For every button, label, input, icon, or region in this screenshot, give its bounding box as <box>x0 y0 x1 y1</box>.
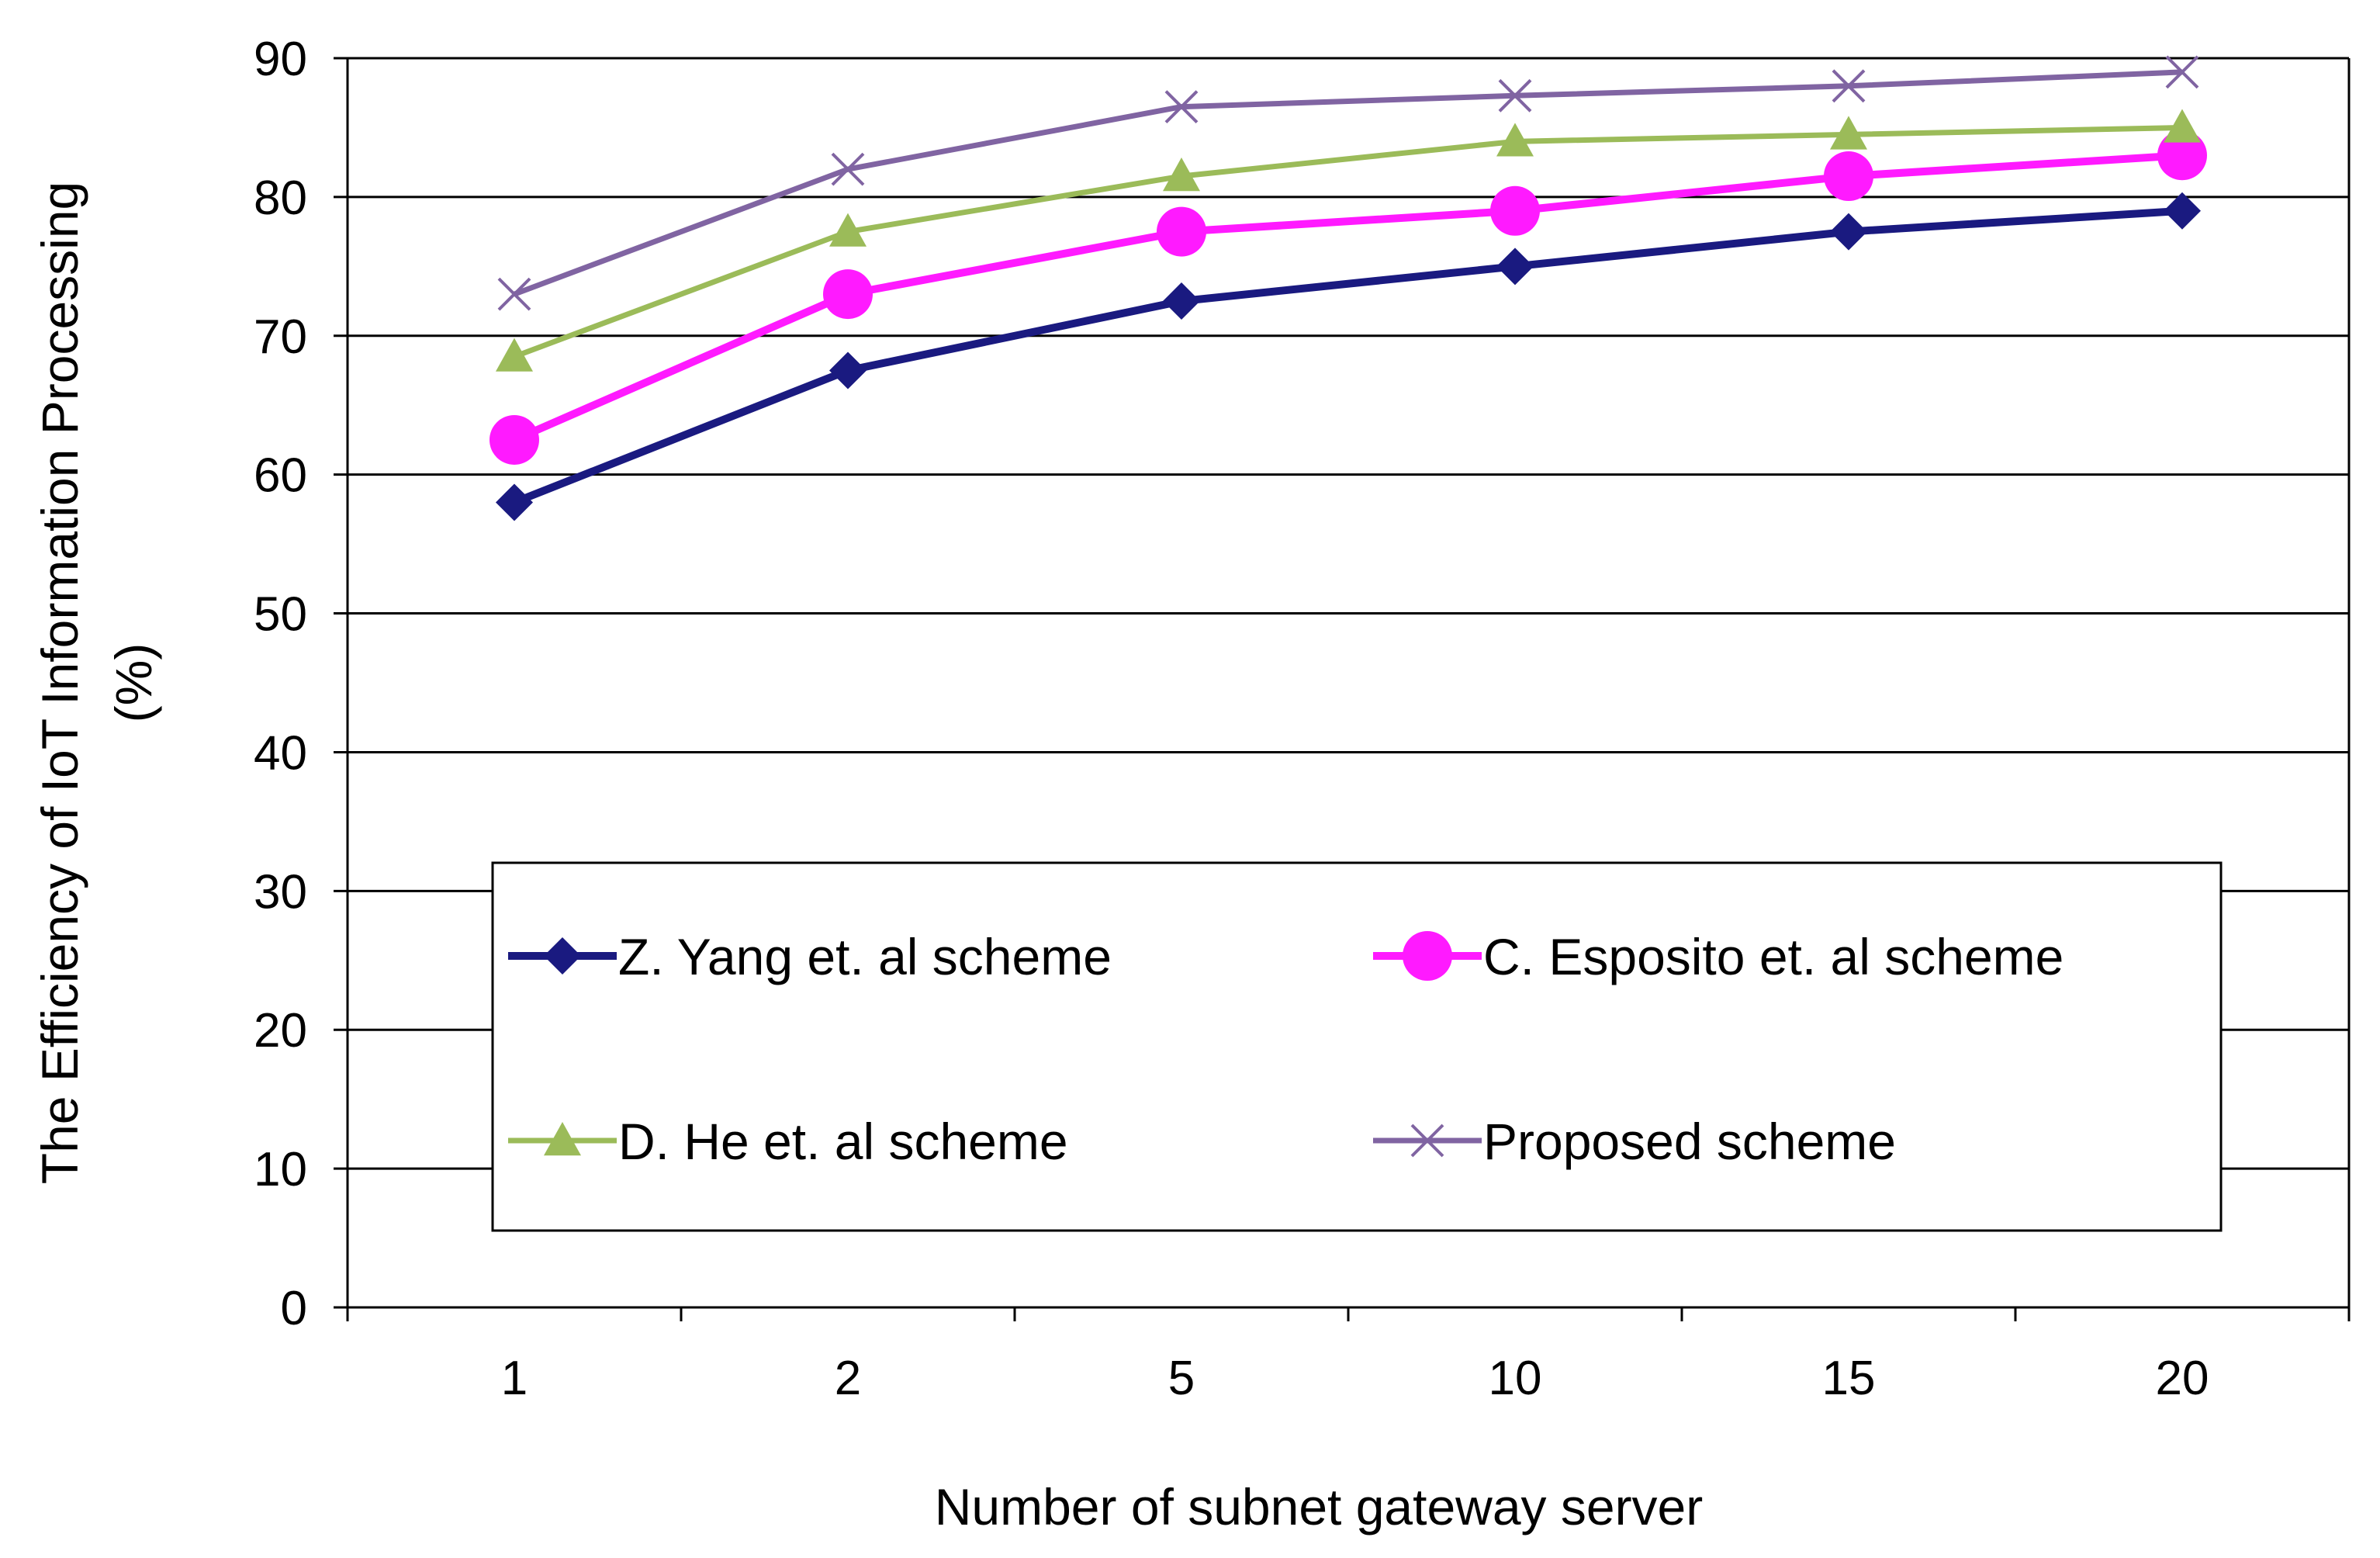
legend-item: Proposed scheme <box>1373 1113 1896 1170</box>
legend-item: D. He et. al scheme <box>508 1113 1068 1170</box>
y-axis-title-line2: (%) <box>105 643 162 723</box>
legend-swatch-marker <box>544 1122 581 1156</box>
data-point <box>831 152 865 186</box>
legend-item: C. Esposito et. al scheme <box>1373 928 2063 985</box>
y-tick-label: 50 <box>254 588 307 642</box>
y-tick-label: 70 <box>254 310 307 364</box>
data-point <box>829 213 867 247</box>
legend-item: Z. Yang et. al scheme <box>508 928 1112 985</box>
legend-swatch-marker <box>544 937 581 975</box>
y-axis-title-line1: The Efficiency of IoT Information Proces… <box>31 182 88 1185</box>
data-point <box>1498 78 1532 113</box>
data-point <box>1830 116 1867 150</box>
y-tick-label: 0 <box>281 1282 307 1335</box>
data-point <box>496 483 533 521</box>
y-tick-label: 90 <box>254 33 307 86</box>
data-point <box>497 277 531 311</box>
y-axis-ticks: 0 10 20 30 40 50 60 70 80 90 <box>254 33 348 1335</box>
x-tick-label: 15 <box>1822 1352 1876 1405</box>
legend-label: Proposed scheme <box>1483 1113 1896 1170</box>
marker-x-stroke <box>2165 55 2199 89</box>
series-0 <box>496 192 2201 521</box>
y-tick-label: 10 <box>254 1143 307 1196</box>
x-tick-label: 5 <box>1168 1352 1195 1405</box>
y-tick-label: 40 <box>254 726 307 780</box>
legend-label: D. He et. al scheme <box>618 1113 1068 1170</box>
data-point <box>2157 130 2207 181</box>
legend-swatch-marker <box>1403 931 1452 981</box>
data-point <box>1163 282 1200 320</box>
data-point <box>1490 185 1540 236</box>
data-point <box>1496 123 1534 157</box>
legend-box <box>491 861 2223 1232</box>
marker-x-stroke <box>1410 1123 1444 1158</box>
marker-x-stroke <box>1164 90 1199 124</box>
legend-label: Z. Yang et. al scheme <box>618 928 1112 985</box>
legend-swatch-marker <box>1410 1123 1444 1158</box>
data-point <box>2165 55 2199 89</box>
x-axis-title: Number of subnet gateway server <box>935 1478 1703 1535</box>
y-tick-label: 30 <box>254 865 307 919</box>
data-point <box>1157 206 1206 257</box>
marker-x-stroke <box>1498 78 1532 113</box>
marker-x-stroke <box>497 277 531 311</box>
series-1 <box>489 130 2207 465</box>
data-point <box>496 338 533 372</box>
y-tick-label: 60 <box>254 449 307 503</box>
data-point <box>823 269 873 320</box>
marker-x-stroke <box>1832 69 1866 103</box>
series-line <box>513 124 2183 359</box>
data-point <box>1163 158 1200 192</box>
data-point <box>1830 213 1867 251</box>
y-tick-label: 80 <box>254 171 307 225</box>
data-point <box>1496 248 1534 286</box>
data-point <box>2164 192 2201 230</box>
x-axis-ticks: 1 2 5 10 15 20 <box>346 1307 2351 1405</box>
series-2 <box>496 109 2201 372</box>
y-tick-label: 20 <box>254 1004 307 1058</box>
x-tick-label: 20 <box>2156 1352 2209 1405</box>
marker-x-stroke <box>831 152 865 186</box>
x-tick-label: 10 <box>1489 1352 1542 1405</box>
series-3 <box>497 55 2199 311</box>
x-tick-label: 2 <box>835 1352 861 1405</box>
data-point <box>489 414 539 465</box>
series-line <box>513 206 2183 507</box>
legend: Z. Yang et. al scheme C. Esposito et. al … <box>491 861 2223 1232</box>
data-point <box>1164 90 1199 124</box>
series-line <box>513 69 2183 297</box>
series-line <box>512 151 2183 444</box>
data-point <box>1832 69 1866 103</box>
data-point <box>1824 151 1873 202</box>
legend-label: C. Esposito et. al scheme <box>1483 928 2063 985</box>
x-tick-label: 1 <box>501 1352 528 1405</box>
data-point <box>2164 109 2201 143</box>
series-layer <box>489 55 2207 521</box>
data-point <box>829 351 867 390</box>
